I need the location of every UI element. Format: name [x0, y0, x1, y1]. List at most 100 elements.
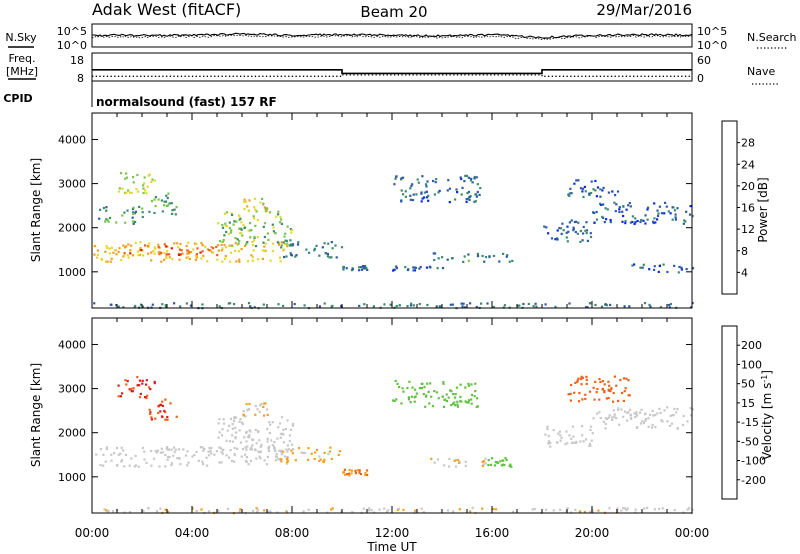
data-cell: [634, 217, 637, 220]
power-heatmap-cells: [93, 172, 695, 310]
data-cell: [255, 442, 258, 445]
data-cell: [223, 212, 226, 215]
data-cell: [178, 248, 181, 251]
data-cell: [569, 187, 572, 190]
data-cell: [621, 210, 624, 213]
data-cell: [588, 192, 591, 195]
data-cell: [243, 198, 246, 201]
data-cell: [237, 214, 241, 217]
data-cell: [598, 377, 601, 381]
data-cell: [629, 414, 632, 417]
data-cell: [246, 445, 249, 448]
data-cell: [481, 507, 484, 510]
data-cell: [296, 243, 300, 246]
data-cell: [117, 384, 120, 387]
data-cell: [265, 207, 268, 210]
data-cell: [124, 177, 127, 180]
data-cell: [129, 252, 132, 255]
data-cell: [253, 206, 256, 209]
data-cell: [582, 187, 585, 190]
data-cell: [435, 391, 438, 394]
data-cell: [112, 251, 115, 254]
data-cell: [653, 268, 656, 271]
data-cell: [639, 220, 642, 224]
data-cell: [159, 507, 162, 510]
data-cell: [649, 305, 652, 308]
data-cell: [146, 394, 149, 397]
data-cell: [153, 179, 156, 182]
data-cell: [268, 431, 271, 435]
data-cell: [219, 447, 223, 450]
data-cell: [240, 221, 243, 224]
data-cell: [122, 306, 125, 309]
data-cell: [222, 448, 225, 451]
data-cell: [621, 220, 624, 223]
data-cell: [452, 393, 455, 396]
data-cell: [478, 193, 481, 196]
data-cell: [455, 386, 459, 389]
data-cell: [259, 445, 262, 448]
data-cell: [581, 434, 584, 437]
data-cell: [443, 398, 446, 402]
data-cell: [612, 409, 615, 412]
data-cell: [588, 193, 591, 197]
power-x-ticks: [91, 113, 693, 308]
data-cell: [600, 203, 603, 206]
data-cell: [425, 185, 428, 188]
y-tick-label: 3000: [58, 178, 86, 191]
data-cell: [273, 441, 276, 444]
data-cell: [197, 459, 200, 462]
data-cell: [433, 390, 436, 393]
data-cell: [453, 459, 456, 462]
data-cell: [545, 508, 548, 511]
data-cell: [413, 266, 416, 269]
data-cell: [125, 245, 128, 248]
data-cell: [473, 200, 476, 203]
data-cell: [653, 217, 656, 220]
data-cell: [297, 241, 300, 244]
data-cell: [622, 377, 626, 380]
data-cell: [577, 221, 580, 224]
time-axis-labels: 00:00 04:00 08:00 12:00 16:00 20:00 00:00: [75, 526, 710, 540]
data-cell: [225, 246, 228, 249]
data-cell: [201, 460, 204, 463]
data-cell: [433, 193, 436, 196]
data-cell: [160, 199, 163, 202]
data-cell: [230, 244, 234, 247]
data-cell: [475, 193, 478, 196]
data-cell: [392, 269, 395, 272]
data-cell: [154, 205, 157, 208]
data-cell: [470, 394, 474, 397]
data-cell: [163, 243, 166, 246]
data-cell: [152, 250, 155, 253]
data-cell: [266, 413, 269, 416]
data-cell: [673, 509, 676, 512]
data-cell: [171, 212, 174, 215]
data-cell: [254, 208, 257, 211]
data-cell: [465, 198, 468, 201]
data-cell: [272, 226, 275, 229]
data-cell: [225, 454, 228, 457]
data-cell: [164, 508, 167, 511]
data-cell: [228, 221, 231, 224]
data-cell: [432, 179, 435, 183]
data-cell: [258, 451, 261, 454]
data-cell: [607, 389, 610, 392]
data-cell: [644, 419, 647, 422]
data-cell: [96, 249, 99, 252]
velocity-heatmap-cells: [95, 375, 694, 515]
data-cell: [127, 256, 130, 259]
data-cell: [618, 210, 621, 214]
data-cell: [546, 425, 549, 428]
data-cell: [226, 507, 230, 510]
nave-series-line: [92, 74, 692, 77]
data-cell: [639, 422, 643, 425]
data-cell: [629, 205, 632, 208]
data-cell: [618, 208, 621, 211]
data-cell: [609, 390, 612, 393]
freq-unit-label: [MHz]: [6, 65, 38, 78]
data-cell: [131, 211, 135, 214]
data-cell: [501, 463, 504, 466]
data-cell: [291, 243, 295, 246]
data-cell: [420, 192, 423, 195]
